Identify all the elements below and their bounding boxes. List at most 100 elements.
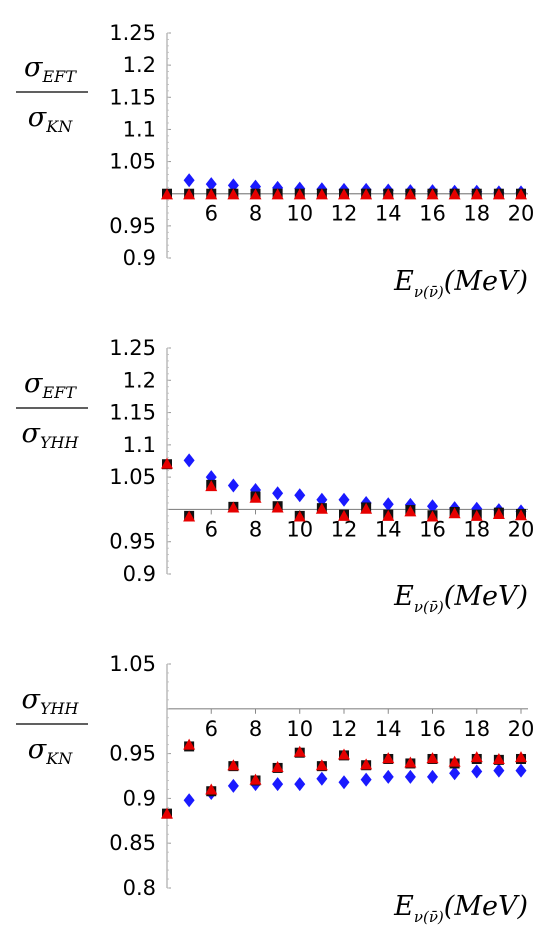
- x-tick-label: 14: [375, 717, 402, 741]
- data-point-triangle: [404, 188, 417, 200]
- y-tick-label: 0.85: [109, 831, 156, 855]
- x-tick-label: 20: [508, 517, 535, 541]
- data-point-triangle: [205, 480, 218, 492]
- x-tick-label: 12: [331, 717, 358, 741]
- data-point-diamond: [493, 763, 505, 778]
- series-triangle: [161, 457, 527, 522]
- data-point-triangle: [515, 509, 527, 521]
- x-tick-label: 20: [508, 717, 535, 741]
- data-point-diamond: [382, 769, 394, 784]
- data-point-triangle: [515, 751, 527, 763]
- data-point-triangle: [426, 752, 439, 764]
- data-point-triangle: [183, 738, 196, 750]
- chart-panel-1: 0.9 0.95 1.05 1.1 1.15 1.2 1.25 6 8 10 12 14 16 18 20 σ…: [16, 21, 534, 301]
- data-point-triangle: [404, 505, 417, 517]
- data-point-diamond: [449, 766, 461, 781]
- y-tick-label: 1.05: [109, 465, 156, 489]
- data-point-triangle: [161, 457, 173, 469]
- data-point-diamond: [338, 775, 350, 790]
- data-point-triangle: [249, 188, 262, 200]
- data-point-diamond: [294, 777, 306, 792]
- data-point-triangle: [338, 748, 350, 760]
- y-tick-label: 1.15: [109, 85, 156, 109]
- data-point-triangle: [492, 188, 505, 200]
- y-tick-label: 0.95: [109, 742, 156, 766]
- data-point-triangle: [382, 752, 395, 764]
- data-point-triangle: [227, 501, 240, 513]
- data-point-diamond: [427, 769, 438, 784]
- data-point-triangle: [338, 509, 350, 521]
- x-tick-label: 18: [463, 517, 490, 541]
- y-tick-label: 0.9: [123, 786, 156, 810]
- data-point-triangle: [271, 501, 284, 513]
- data-point-triangle: [338, 188, 350, 200]
- x-tick-label: 8: [249, 517, 262, 541]
- data-point-triangle: [293, 510, 306, 522]
- y-tick-label: 0.9: [123, 246, 156, 270]
- y-tick-label: 0.95: [109, 214, 156, 238]
- x-tick-label: 6: [205, 517, 218, 541]
- data-point-triangle: [183, 188, 196, 200]
- data-point-diamond: [272, 486, 284, 501]
- data-point-diamond: [183, 453, 195, 468]
- data-point-triangle: [448, 755, 461, 767]
- data-point-triangle: [249, 773, 262, 785]
- data-point-triangle: [293, 188, 306, 200]
- data-point-triangle: [426, 510, 439, 522]
- data-point-triangle: [382, 509, 395, 521]
- data-point-triangle: [360, 188, 373, 200]
- data-point-triangle: [515, 188, 527, 200]
- data-point-diamond: [183, 793, 195, 808]
- data-point-triangle: [271, 188, 284, 200]
- data-point-triangle: [293, 745, 306, 757]
- x-tick-label: 12: [331, 517, 358, 541]
- series-triangle: [161, 188, 527, 200]
- x-tick-label: 10: [286, 202, 313, 226]
- data-point-diamond: [338, 492, 350, 507]
- data-point-triangle: [315, 502, 328, 514]
- data-point-triangle: [227, 759, 240, 771]
- data-point-triangle: [360, 502, 373, 514]
- x-axis-label: Eν(ν̄)(MeV): [393, 581, 528, 616]
- data-point-diamond: [205, 177, 217, 192]
- y-tick-label: 1.25: [109, 21, 156, 45]
- x-tick-label: 14: [375, 202, 402, 226]
- y-tick-label: 1.05: [109, 150, 156, 174]
- y-tick-label: 1.25: [109, 336, 156, 360]
- data-point-triangle: [448, 188, 461, 200]
- data-point-triangle: [404, 756, 417, 768]
- data-point-diamond: [183, 173, 195, 188]
- x-axis-label: Eν(ν̄)(MeV): [393, 266, 528, 301]
- data-point-triangle: [382, 188, 395, 200]
- data-point-triangle: [249, 491, 262, 503]
- data-point-triangle: [315, 759, 328, 771]
- y-tick-label: 0.8: [123, 876, 156, 900]
- data-point-diamond: [427, 499, 438, 514]
- data-point-triangle: [183, 510, 196, 522]
- data-point-triangle: [360, 758, 373, 770]
- chart-panel-3: 0.8 0.85 0.9 0.95 1.05 6 8 10 12 14 16 18 20 σYHH σKN E…: [16, 652, 534, 926]
- data-point-diamond: [515, 763, 527, 778]
- y-tick-label: 1.05: [109, 652, 156, 676]
- data-point-triangle: [492, 507, 505, 519]
- x-axis-label: Eν(ν̄)(MeV): [393, 891, 528, 926]
- data-point-triangle: [205, 783, 218, 795]
- data-point-triangle: [161, 188, 173, 200]
- x-tick-label: 8: [249, 717, 262, 741]
- y-tick-label: 1.1: [123, 117, 156, 141]
- y-tick-label: 1.1: [123, 433, 156, 457]
- data-point-diamond: [316, 771, 328, 786]
- data-point-diamond: [471, 764, 483, 779]
- x-tick-label: 18: [463, 717, 490, 741]
- y-tick-label: 1.2: [123, 368, 156, 392]
- x-tick-label: 8: [249, 202, 262, 226]
- data-point-diamond: [404, 769, 416, 784]
- data-point-triangle: [448, 507, 461, 519]
- x-tick-label: 16: [419, 717, 446, 741]
- x-tick-label: 18: [463, 202, 490, 226]
- x-tick-label: 10: [286, 717, 313, 741]
- data-point-diamond: [227, 478, 239, 493]
- series-triangle: [161, 738, 527, 819]
- data-point-diamond: [227, 778, 239, 793]
